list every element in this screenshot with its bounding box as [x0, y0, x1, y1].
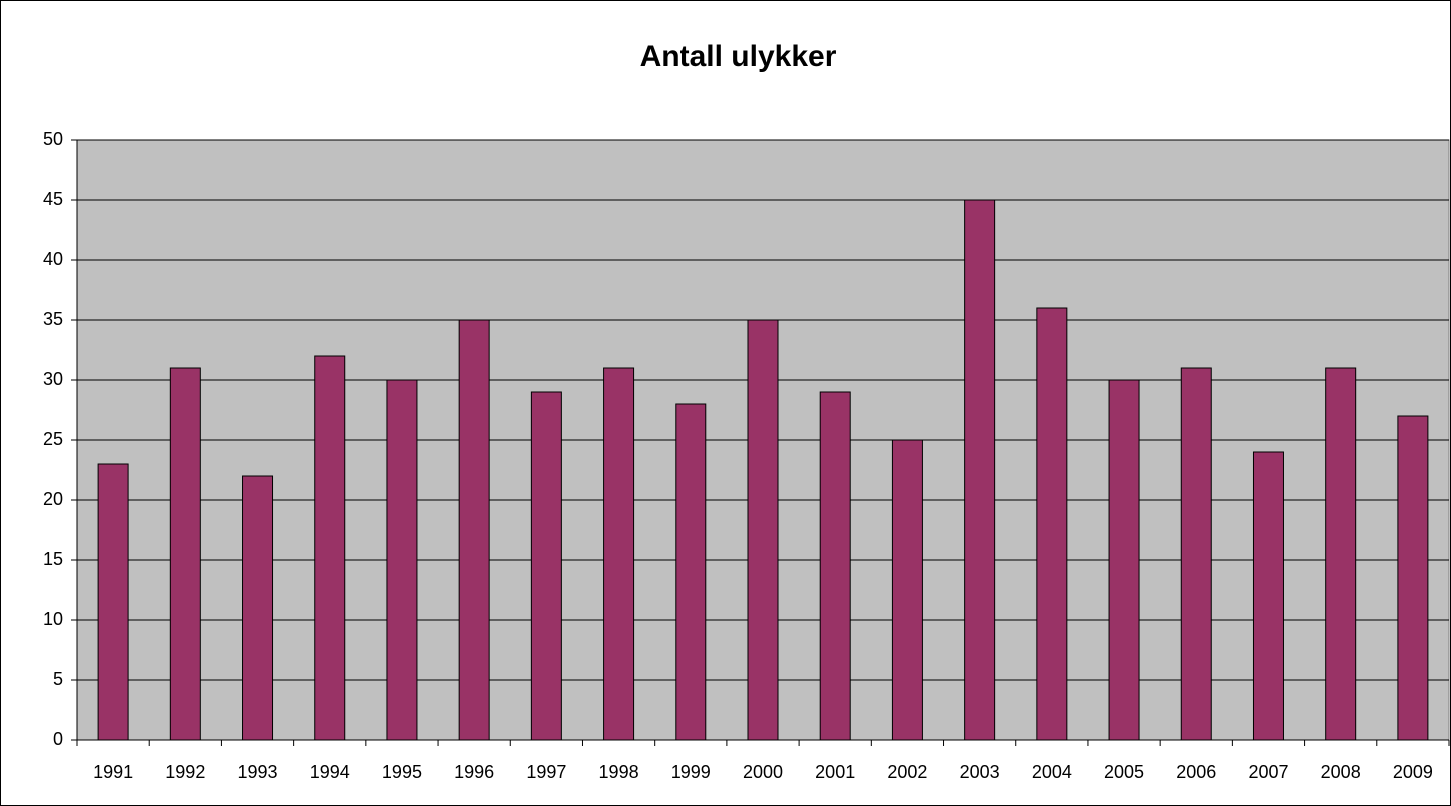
- bar: [314, 355, 346, 741]
- y-tick-label: 0: [53, 729, 63, 749]
- bar: [819, 391, 851, 741]
- x-tick-label: 2005: [1104, 762, 1144, 782]
- y-tick-label: 45: [43, 189, 63, 209]
- y-tick-label: 25: [43, 429, 63, 449]
- bar: [386, 379, 418, 741]
- bar: [891, 439, 923, 741]
- x-tick-label: 1994: [310, 762, 350, 782]
- bar: [242, 475, 274, 741]
- bar: [97, 463, 129, 741]
- y-tick-label: 5: [53, 669, 63, 689]
- x-tick-label: 2001: [815, 762, 855, 782]
- x-tick-label: 1993: [238, 762, 278, 782]
- x-tick-label: 2006: [1176, 762, 1216, 782]
- y-tick-label: 35: [43, 309, 63, 329]
- bar: [458, 319, 490, 741]
- bar: [1180, 367, 1212, 741]
- x-tick-label: 1996: [454, 762, 494, 782]
- y-tick-label: 10: [43, 609, 63, 629]
- y-tick-label: 30: [43, 369, 63, 389]
- x-tick-label: 2002: [887, 762, 927, 782]
- bar: [603, 367, 635, 741]
- x-tick-label: 1991: [93, 762, 133, 782]
- x-tick-label: 2008: [1321, 762, 1361, 782]
- chart-title: Antall ulykker: [640, 40, 837, 73]
- y-tick-label: 50: [43, 129, 63, 149]
- x-tick-label: 2000: [743, 762, 783, 782]
- bar: [964, 199, 996, 741]
- bar: [675, 403, 707, 741]
- y-tick-label: 40: [43, 249, 63, 269]
- x-tick-label: 2003: [960, 762, 1000, 782]
- bar: [1397, 415, 1429, 741]
- bar: [1325, 367, 1357, 741]
- x-tick-label: 1998: [599, 762, 639, 782]
- y-tick-label: 20: [43, 489, 63, 509]
- bar: [1252, 451, 1284, 741]
- y-tick-label: 15: [43, 549, 63, 569]
- x-tick-label: 1995: [382, 762, 422, 782]
- bar: [169, 367, 201, 741]
- bar: [1108, 379, 1140, 741]
- bar: [530, 391, 562, 741]
- x-tick-label: 2009: [1393, 762, 1433, 782]
- x-tick-label: 1999: [671, 762, 711, 782]
- x-tick-label: 1992: [165, 762, 205, 782]
- bar: [747, 319, 779, 741]
- x-tick-label: 1997: [526, 762, 566, 782]
- x-tick-label: 2004: [1032, 762, 1072, 782]
- x-tick-label: 2007: [1248, 762, 1288, 782]
- bar: [1036, 307, 1068, 741]
